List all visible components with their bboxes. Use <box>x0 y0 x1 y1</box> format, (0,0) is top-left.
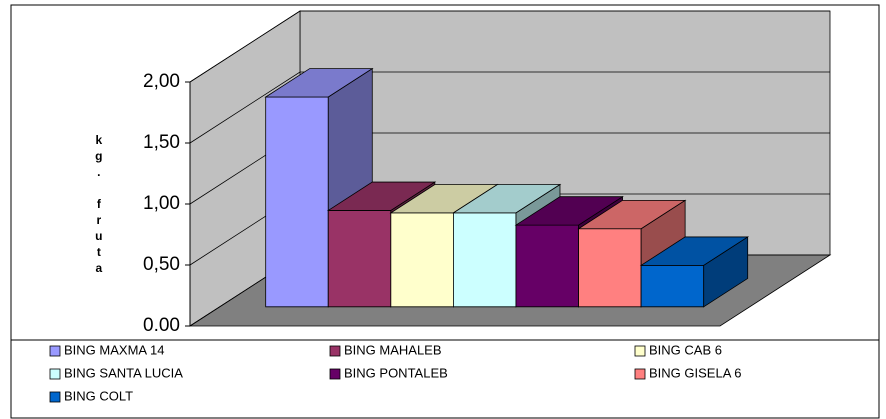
bar-front <box>265 96 329 308</box>
legend-swatch <box>329 368 341 380</box>
legend-label: BING CAB 6 <box>649 342 722 357</box>
bar-top <box>514 196 624 226</box>
legend-label: BING COLT <box>64 388 133 403</box>
bar-front <box>327 210 392 308</box>
bar-front <box>515 224 579 308</box>
bar <box>639 236 750 308</box>
legend-swatch <box>49 391 61 403</box>
legend-label: BING MAHALEB <box>344 342 442 357</box>
bar-front <box>578 228 642 308</box>
grid-line <box>189 71 830 144</box>
bar-top <box>452 184 562 214</box>
legend-swatch <box>634 368 646 380</box>
y-tick-label: 0,50 <box>143 254 180 275</box>
legend-label: BING GISELA 6 <box>649 365 742 380</box>
bar-top <box>326 181 437 211</box>
bar-top <box>577 199 687 230</box>
legend-label: BING PONTALEB <box>344 365 448 380</box>
legend-swatch <box>49 368 61 380</box>
bar-front <box>390 212 454 308</box>
bar-top <box>264 68 374 98</box>
bar-front <box>640 264 705 308</box>
legend-swatch <box>634 345 646 357</box>
y-tick-label: 1,00 <box>143 193 180 214</box>
grid-line <box>189 10 830 83</box>
y-tick-label: 2,00 <box>143 71 180 92</box>
bar-front <box>453 212 517 308</box>
bar-top <box>639 236 750 266</box>
legend-box <box>10 339 880 419</box>
y-tick-label: 0.00 <box>143 315 180 336</box>
legend-label: BING SANTA LUCIA <box>64 365 183 380</box>
y-tick-label: 1,50 <box>143 132 180 153</box>
legend-swatch <box>49 345 61 357</box>
y-axis-label: kg. fruta <box>92 133 106 277</box>
legend-swatch <box>329 345 341 357</box>
legend-label: BING MAXMA 14 <box>64 342 164 357</box>
